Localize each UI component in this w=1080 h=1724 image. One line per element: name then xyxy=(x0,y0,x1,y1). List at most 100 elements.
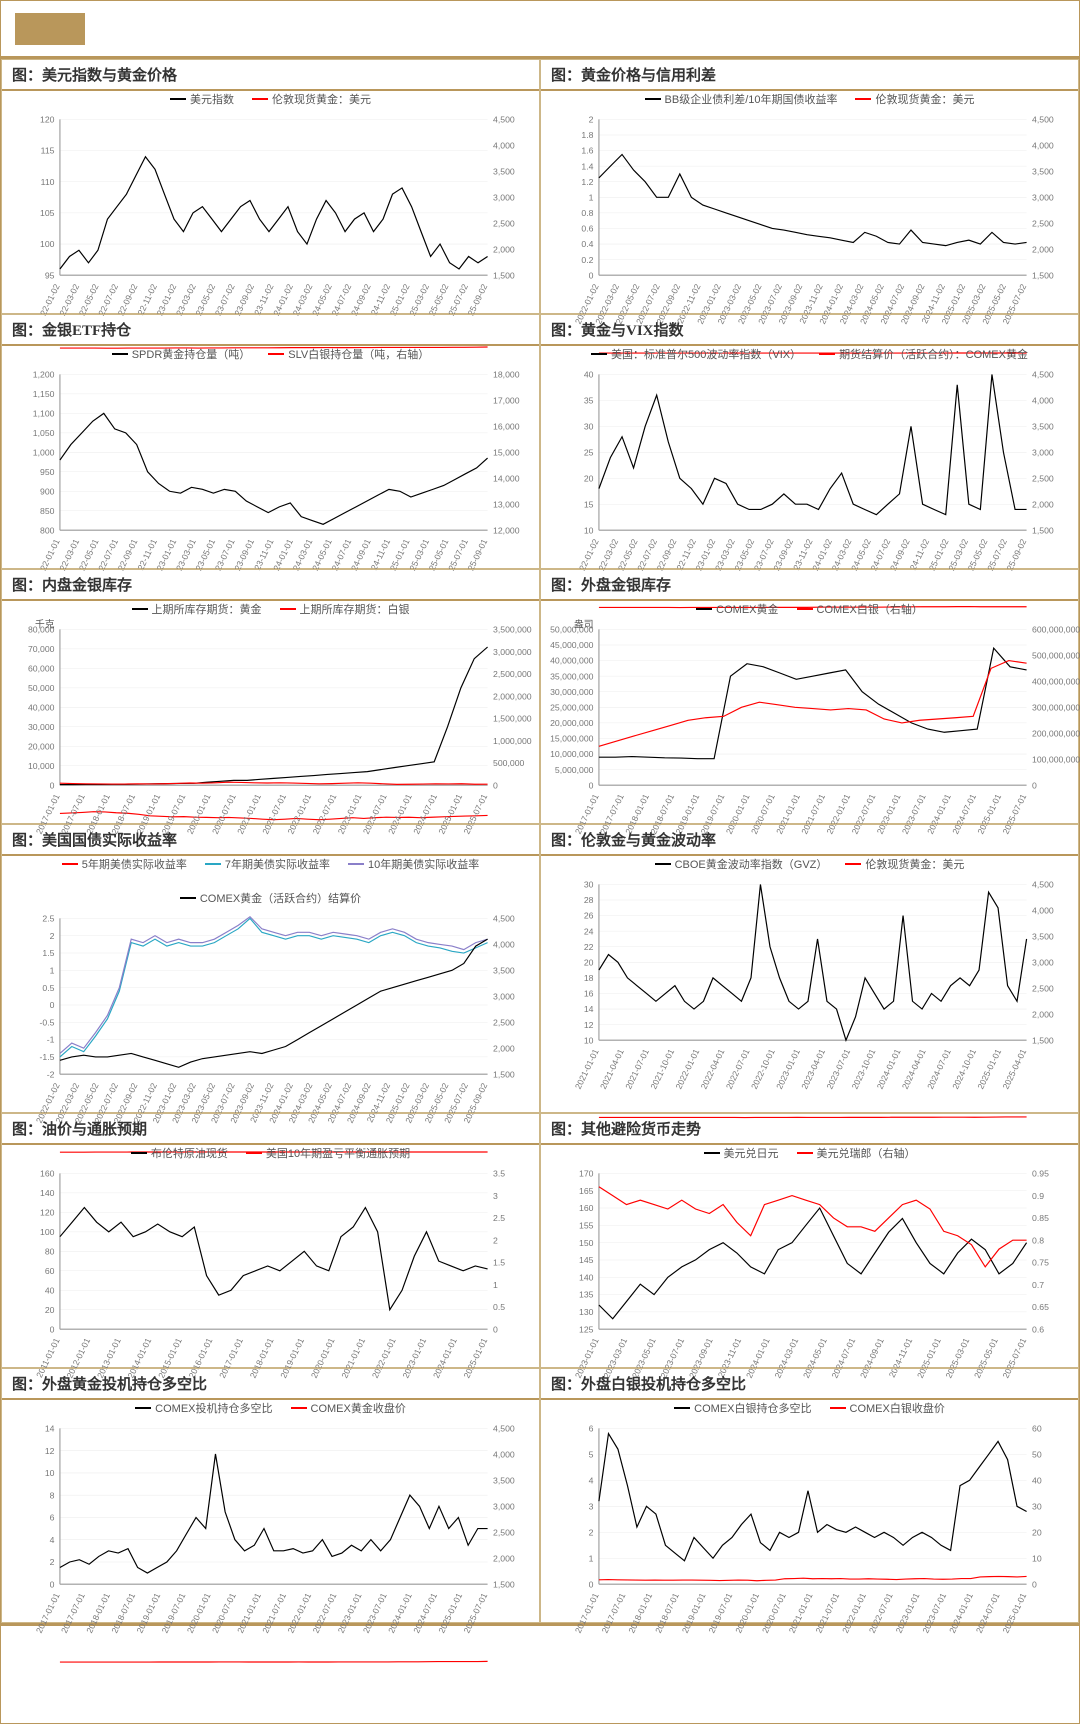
svg-text:20: 20 xyxy=(1032,1528,1042,1538)
svg-text:150: 150 xyxy=(579,1238,594,1248)
chart-plot-external-inventory: 0 5,000,000 10,000,000 15,000,000 20,000,000… xyxy=(549,621,1070,821)
svg-text:1: 1 xyxy=(589,1554,594,1564)
svg-text:100,000,000: 100,000,000 xyxy=(1032,755,1080,765)
svg-text:10: 10 xyxy=(584,1035,594,1045)
svg-text:1: 1 xyxy=(493,1280,498,1290)
svg-text:300,000,000: 300,000,000 xyxy=(1032,703,1080,713)
chart-plot-gold-vix: 10 15 20 25 30 35 40 1,500 2,000 2,500 3,000 3,500… xyxy=(549,366,1070,566)
svg-text:3,000: 3,000 xyxy=(493,193,515,203)
svg-text:3,000,000: 3,000,000 xyxy=(493,647,532,657)
svg-text:4,500: 4,500 xyxy=(1032,370,1054,380)
svg-text:2021-10-01: 2021-10-01 xyxy=(648,1047,676,1090)
svg-text:1: 1 xyxy=(50,966,55,976)
svg-text:3,000: 3,000 xyxy=(493,1502,515,1512)
svg-text:40,000,000: 40,000,000 xyxy=(550,656,594,666)
svg-text:40: 40 xyxy=(584,370,594,380)
svg-text:30: 30 xyxy=(584,422,594,432)
svg-text:2,000: 2,000 xyxy=(493,1044,515,1054)
chart-legend-etf-holdings: SPDR黄金持仓量（吨） SLV白银持仓量（吨，右轴） xyxy=(2,346,539,362)
svg-text:3: 3 xyxy=(493,1191,498,1201)
svg-text:800: 800 xyxy=(40,525,55,535)
svg-text:16: 16 xyxy=(584,989,594,999)
svg-text:1,150: 1,150 xyxy=(33,389,55,399)
svg-text:2: 2 xyxy=(50,1557,55,1567)
svg-text:4: 4 xyxy=(50,1535,55,1545)
svg-text:40: 40 xyxy=(45,1286,55,1296)
svg-text:4,000: 4,000 xyxy=(1032,396,1054,406)
svg-text:0: 0 xyxy=(50,1579,55,1589)
svg-text:12,000: 12,000 xyxy=(493,525,520,535)
logo xyxy=(15,13,85,45)
svg-text:3,500: 3,500 xyxy=(1032,422,1054,432)
svg-text:950: 950 xyxy=(40,467,55,477)
chart-cell-london-vol: 图：伦敦金与黄金波动率 CBOE黄金波动率指数（GVZ） 伦敦现货黄金：美元 10 1… xyxy=(540,824,1079,1113)
svg-text:1,500: 1,500 xyxy=(1032,270,1054,280)
svg-text:2,000,000: 2,000,000 xyxy=(493,691,532,701)
chart-title-usd-gold: 图：美元指数与黄金价格 xyxy=(2,60,539,91)
svg-text:0.8: 0.8 xyxy=(581,208,593,218)
chart-title-safe-haven: 图：其他避险货币走势 xyxy=(541,1114,1078,1145)
svg-text:10: 10 xyxy=(45,1468,55,1478)
svg-text:4,000: 4,000 xyxy=(493,1450,515,1460)
svg-text:22: 22 xyxy=(584,942,594,952)
svg-text:8: 8 xyxy=(50,1490,55,1500)
svg-text:45,000,000: 45,000,000 xyxy=(550,640,594,650)
svg-text:0: 0 xyxy=(50,780,55,790)
svg-text:1.5: 1.5 xyxy=(493,1258,505,1268)
svg-text:25: 25 xyxy=(584,448,594,458)
svg-text:0: 0 xyxy=(1032,780,1037,790)
svg-text:140: 140 xyxy=(579,1273,594,1283)
chart-legend-safe-haven: 美元兑日元 美元兑瑞郎（右轴） xyxy=(541,1145,1078,1161)
svg-text:10,000,000: 10,000,000 xyxy=(550,749,594,759)
svg-text:3,500: 3,500 xyxy=(493,167,515,177)
svg-text:1,500,000: 1,500,000 xyxy=(493,714,532,724)
svg-text:3,500: 3,500 xyxy=(493,1476,515,1486)
svg-text:0: 0 xyxy=(493,780,498,790)
svg-text:3,500: 3,500 xyxy=(1032,932,1054,942)
chart-legend-external-inventory: COMEX黄金 COMEX白银（右轴） xyxy=(541,601,1078,617)
svg-text:1,500: 1,500 xyxy=(493,270,515,280)
chart-plot-gold-speculative: 0 2 4 6 8 10 12 14 1,500 2,000 2,500 3,000 3,500 4,0… xyxy=(10,1420,531,1620)
svg-text:4: 4 xyxy=(589,1476,594,1486)
svg-text:5: 5 xyxy=(589,1450,594,1460)
svg-text:15,000,000: 15,000,000 xyxy=(550,734,594,744)
svg-text:1.5: 1.5 xyxy=(42,948,54,958)
svg-text:0: 0 xyxy=(50,1000,55,1010)
svg-text:130: 130 xyxy=(579,1307,594,1317)
svg-text:0.9: 0.9 xyxy=(1032,1191,1044,1201)
chart-plot-real-yield: -2 -1.5 -1 -0.5 0 0.5 1 1.5 2 2.5 1,500 2,000 2,500… xyxy=(10,910,531,1110)
svg-text:1,000,000: 1,000,000 xyxy=(493,736,532,746)
svg-text:24: 24 xyxy=(584,926,594,936)
svg-text:1,000: 1,000 xyxy=(33,448,55,458)
chart-legend-london-vol: CBOE黄金波动率指数（GVZ） 伦敦现货黄金：美元 xyxy=(541,856,1078,872)
svg-text:4,500: 4,500 xyxy=(1032,115,1054,125)
chart-plot-safe-haven: 125 130 135 140 145 150 155 160 165 170 0.6 0.65 0.… xyxy=(549,1165,1070,1365)
svg-text:16,000: 16,000 xyxy=(493,422,520,432)
svg-text:4,000: 4,000 xyxy=(1032,906,1054,916)
svg-text:160: 160 xyxy=(579,1203,594,1213)
svg-text:2023-01-01: 2023-01-01 xyxy=(774,1047,802,1090)
svg-text:2023-10-01: 2023-10-01 xyxy=(850,1047,878,1090)
chart-title-gold-speculative: 图：外盘黄金投机持仓多空比 xyxy=(2,1369,539,1400)
chart-title-silver-speculative: 图：外盘白银投机持仓多空比 xyxy=(541,1369,1078,1400)
svg-text:0.95: 0.95 xyxy=(1032,1169,1049,1179)
svg-text:2022-07-01: 2022-07-01 xyxy=(724,1047,752,1090)
svg-text:40,000: 40,000 xyxy=(28,703,55,713)
svg-text:0: 0 xyxy=(1032,1579,1037,1589)
svg-text:900: 900 xyxy=(40,487,55,497)
svg-text:165: 165 xyxy=(579,1186,594,1196)
svg-text:2025-04-01: 2025-04-01 xyxy=(1000,1047,1028,1090)
svg-text:135: 135 xyxy=(579,1290,594,1300)
chart-plot-usd-gold: 95 100 105 110 115 120 1,500 2,000 2,500 3,000 3,… xyxy=(10,111,531,311)
svg-text:0.8: 0.8 xyxy=(1032,1235,1044,1245)
svg-text:2,000: 2,000 xyxy=(493,1554,515,1564)
chart-cell-internal-inventory: 图：内盘金银库存 上期所库存期货：黄金 上期所库存期货：白银 0 10,000 20,0… xyxy=(1,569,540,824)
svg-text:2,000: 2,000 xyxy=(1032,500,1054,510)
svg-text:30,000,000: 30,000,000 xyxy=(550,687,594,697)
svg-text:2021-04-01: 2021-04-01 xyxy=(598,1047,626,1090)
chart-title-oil-inflation: 图：油价与通胀预期 xyxy=(2,1114,539,1145)
svg-text:0: 0 xyxy=(589,780,594,790)
svg-text:1,100: 1,100 xyxy=(33,409,55,419)
svg-text:14,000: 14,000 xyxy=(493,474,520,484)
